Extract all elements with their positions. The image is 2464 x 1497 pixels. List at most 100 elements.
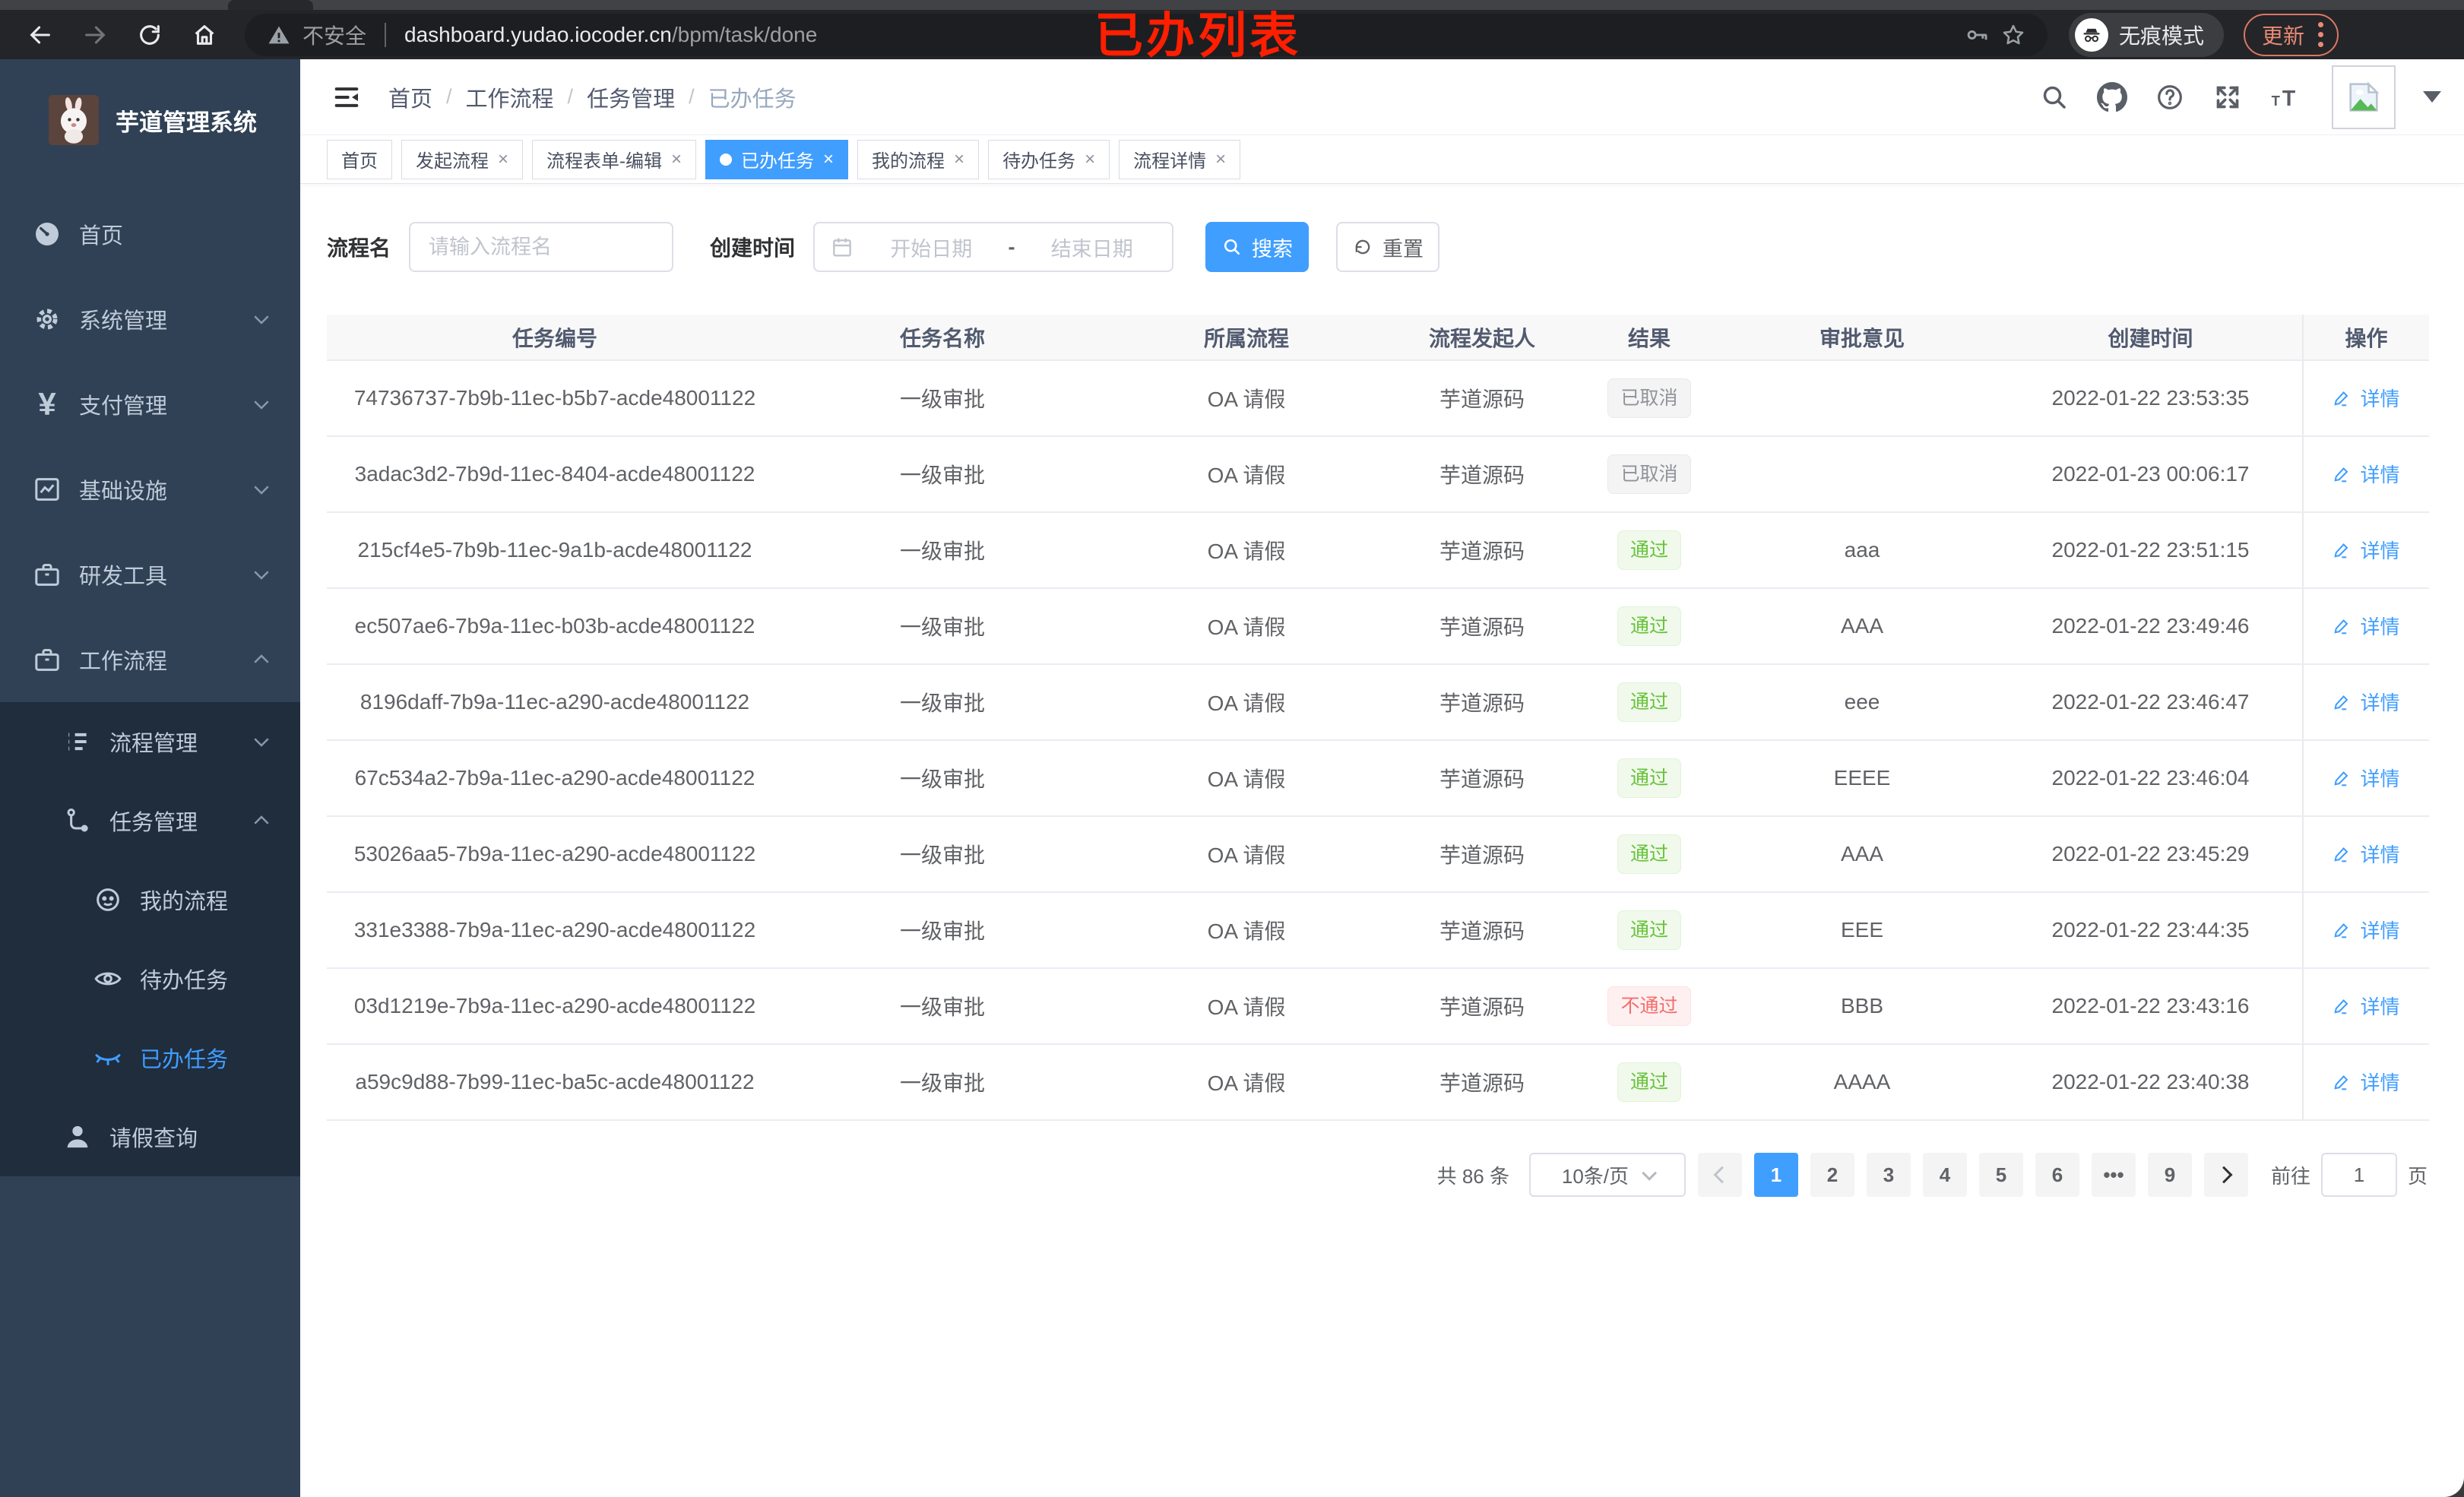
close-icon[interactable]: ×: [671, 148, 683, 169]
search-icon[interactable]: [2037, 80, 2072, 115]
forward-icon: [85, 26, 106, 43]
close-icon[interactable]: ×: [954, 148, 965, 169]
sidebar-item-workflow[interactable]: 工作流程: [0, 617, 300, 702]
url-text[interactable]: dashboard.yudao.iocoder.cn/bpm/task/done: [404, 23, 817, 47]
password-key-icon[interactable]: [1964, 22, 1990, 48]
cell-starter: 芋道源码: [1391, 512, 1573, 589]
page-button-9[interactable]: 9: [2147, 1153, 2192, 1197]
sidebar-item-home[interactable]: 首页: [0, 191, 300, 277]
page-button-6[interactable]: 6: [2035, 1153, 2079, 1197]
page-button-1[interactable]: 1: [1753, 1153, 1798, 1197]
table-body: 74736737-7b9b-11ec-b5b7-acde48001122 一级审…: [327, 360, 2429, 1121]
page-button-2[interactable]: 2: [1810, 1153, 1854, 1197]
address-bar[interactable]: 不安全 dashboard.yudao.iocoder.cn/bpm/task/…: [245, 13, 2048, 56]
sidebar-item-process-mgmt[interactable]: 流程管理: [0, 702, 300, 781]
red-annotation-text: 已办列表: [1094, 8, 1301, 63]
page-button-5[interactable]: 5: [1978, 1153, 2023, 1197]
detail-link[interactable]: 详情: [2333, 1068, 2400, 1096]
cell-task-id: 331e3388-7b9a-11ec-a290-acde48001122: [327, 892, 783, 969]
detail-link[interactable]: 详情: [2333, 460, 2400, 488]
close-icon[interactable]: ×: [498, 148, 509, 169]
detail-link[interactable]: 详情: [2333, 536, 2400, 564]
sidebar-item-task-mgmt[interactable]: 任务管理: [0, 781, 300, 860]
detail-link[interactable]: 详情: [2333, 916, 2400, 944]
cell-task-id: ec507ae6-7b9a-11ec-b03b-acde48001122: [327, 588, 783, 665]
browser-menu-icon[interactable]: [2318, 22, 2324, 47]
cell-created: 2022-01-22 23:44:35: [1999, 892, 2303, 969]
cell-starter: 芋道源码: [1391, 892, 1573, 969]
cell-task-name: 一级审批: [783, 740, 1102, 817]
tab-my-process[interactable]: 我的流程 ×: [857, 139, 980, 179]
page-button-3[interactable]: 3: [1866, 1153, 1911, 1197]
bookmark-star-icon[interactable]: [2000, 22, 2026, 48]
cell-result: 不通过: [1573, 968, 1725, 1045]
fullscreen-icon[interactable]: [2210, 80, 2245, 115]
tab-todo-tasks[interactable]: 待办任务 ×: [988, 139, 1110, 179]
detail-link[interactable]: 详情: [2333, 688, 2400, 716]
goto-page-input[interactable]: [2320, 1153, 2397, 1197]
date-range-picker[interactable]: 开始日期 - 结束日期: [813, 222, 1174, 272]
reset-button[interactable]: 重置: [1336, 222, 1440, 272]
tab-done-tasks[interactable]: 已办任务 ×: [705, 139, 849, 179]
page-ellipsis[interactable]: •••: [2091, 1153, 2136, 1197]
github-icon[interactable]: [2095, 80, 2130, 115]
prev-page-button[interactable]: [1697, 1153, 1742, 1197]
avatar-broken-image[interactable]: [2332, 65, 2396, 129]
detail-link[interactable]: 详情: [2333, 840, 2400, 868]
reload-button[interactable]: [126, 14, 173, 56]
detail-link[interactable]: 详情: [2333, 992, 2400, 1020]
browser-update-button[interactable]: 更新: [2244, 13, 2339, 56]
detail-link[interactable]: 详情: [2333, 612, 2400, 640]
page-size-select[interactable]: 10条/页: [1528, 1153, 1686, 1197]
tab-home[interactable]: 首页: [327, 139, 392, 179]
breadcrumb-home[interactable]: 首页: [388, 87, 433, 112]
cell-starter: 芋道源码: [1391, 968, 1573, 1045]
home-button[interactable]: [181, 14, 228, 56]
tab-form-edit[interactable]: 流程表单-编辑 ×: [532, 139, 697, 179]
tab-process-detail[interactable]: 流程详情 ×: [1119, 139, 1241, 179]
back-button[interactable]: [17, 14, 64, 56]
breadcrumb-separator: /: [446, 85, 452, 108]
tab-start-process[interactable]: 发起流程 ×: [401, 139, 524, 179]
sidebar-item-devtools[interactable]: 研发工具: [0, 532, 300, 617]
sidebar-item-label: 流程管理: [109, 732, 198, 756]
sidebar-item-todo-tasks[interactable]: 待办任务: [0, 939, 300, 1018]
caret-down-icon[interactable]: [2423, 91, 2441, 103]
cell-starter: 芋道源码: [1391, 816, 1573, 893]
next-page-button[interactable]: [2203, 1153, 2248, 1197]
sidebar-item-label: 基础设施: [79, 479, 168, 504]
question-icon[interactable]: [2152, 80, 2187, 115]
app-logo-row[interactable]: 芋道管理系统: [0, 59, 300, 158]
chevron-down-icon: [1642, 1165, 1658, 1181]
forward-button[interactable]: [71, 14, 119, 56]
sidebar-item-leave-query[interactable]: 请假查询: [0, 1097, 300, 1176]
detail-link-label: 详情: [2360, 843, 2400, 866]
sidebar-item-my-process[interactable]: 我的流程: [0, 860, 300, 939]
search-icon: [1224, 239, 1240, 255]
detail-link[interactable]: 详情: [2333, 384, 2400, 412]
page-button-4[interactable]: 4: [1922, 1153, 1967, 1197]
chevron-down-icon: [250, 308, 273, 331]
security-chip-label[interactable]: 不安全: [302, 24, 367, 48]
toolbox-icon: [30, 643, 64, 676]
breadcrumb-task-mgmt[interactable]: 任务管理: [587, 87, 676, 112]
search-button[interactable]: 搜索: [1205, 222, 1310, 272]
breadcrumb-workflow[interactable]: 工作流程: [465, 87, 554, 112]
detail-link[interactable]: 详情: [2333, 764, 2400, 792]
detail-link-label: 详情: [2360, 387, 2400, 410]
page-content: 流程名 创建时间 开始日期 - 结束日期 搜索 重: [300, 184, 2464, 1497]
sidebar-item-infra[interactable]: 基础设施: [0, 447, 300, 532]
sidebar-item-payment[interactable]: ¥ 支付管理: [0, 362, 300, 447]
chevron-left-icon: [1713, 1166, 1731, 1184]
process-name-input[interactable]: [409, 222, 674, 272]
sidebar-item-done-tasks[interactable]: 已办任务: [0, 1018, 300, 1097]
sidebar-item-system[interactable]: 系统管理: [0, 277, 300, 362]
cell-starter: 芋道源码: [1391, 740, 1573, 817]
browser-chrome: 不安全 dashboard.yudao.iocoder.cn/bpm/task/…: [0, 0, 2464, 63]
close-icon[interactable]: ×: [1085, 148, 1096, 169]
sidebar-fold-button[interactable]: [326, 77, 367, 118]
close-icon[interactable]: ×: [823, 148, 835, 169]
close-icon[interactable]: ×: [1215, 148, 1227, 169]
col-created: 创建时间: [1999, 315, 2303, 361]
